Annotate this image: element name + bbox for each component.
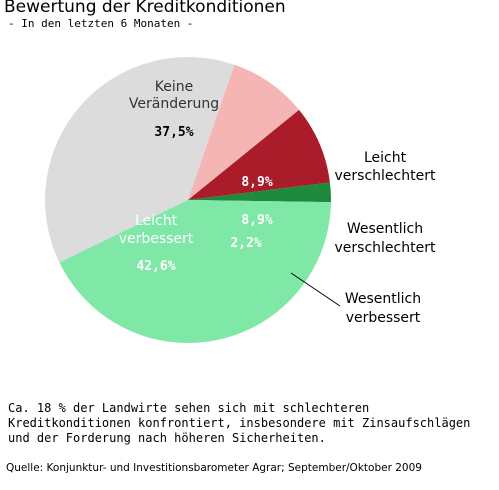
- pie-chart: Keine Veränderung Leicht verbessert Leic…: [44, 56, 436, 343]
- value-label-wesentlich-verbessert: 2,2%: [230, 236, 261, 251]
- pie-slices: [44, 56, 331, 343]
- pie-slice-2: [188, 109, 330, 200]
- slice-label-leicht-verschlechtert-line1: Leicht: [364, 150, 407, 166]
- slice-label-wesentlich-verbessert-line2: verbessert: [346, 310, 421, 326]
- slice-label-leicht-verbessert-line1: Leicht: [135, 213, 178, 229]
- pie-slice-4: [59, 200, 331, 343]
- value-label-leicht-verbessert: 42,6%: [136, 259, 175, 274]
- slice-label-wesentlich-verschlechtert-line2: verschlechtert: [335, 240, 436, 256]
- slice-label-leicht-verbessert-line2: verbessert: [119, 231, 194, 247]
- chart-subtitle: - In den letzten 6 Monaten -: [8, 17, 194, 30]
- leader-line-wesentlich-verbessert: [290, 272, 341, 307]
- slice-label-leicht-verschlechtert-line2: verschlechtert: [335, 168, 436, 184]
- footnote-text: Ca. 18 % der Landwirte sehen sich mit sc…: [8, 401, 471, 445]
- value-label-wesentlich-verschlechtert: 8,9%: [241, 213, 272, 228]
- pie-slice-3: [188, 182, 331, 203]
- pie-slice-1: [188, 64, 300, 200]
- pie-slice-0: [44, 56, 235, 263]
- value-label-leicht-verschlechtert: 8,9%: [241, 175, 272, 190]
- value-label-keine-veraenderung: 37,5%: [154, 125, 193, 140]
- slice-label-keine-veraenderung-line2: Veränderung: [129, 96, 219, 112]
- slice-label-wesentlich-verschlechtert-line1: Wesentlich: [347, 221, 423, 237]
- slice-label-wesentlich-verbessert-line1: Wesentlich: [345, 291, 421, 307]
- slice-label-keine-veraenderung-line1: Keine: [155, 79, 193, 95]
- chart-title: Bewertung der Kreditkonditionen: [4, 0, 286, 17]
- source-text: Quelle: Konjunktur- und Investitionsbaro…: [6, 462, 422, 474]
